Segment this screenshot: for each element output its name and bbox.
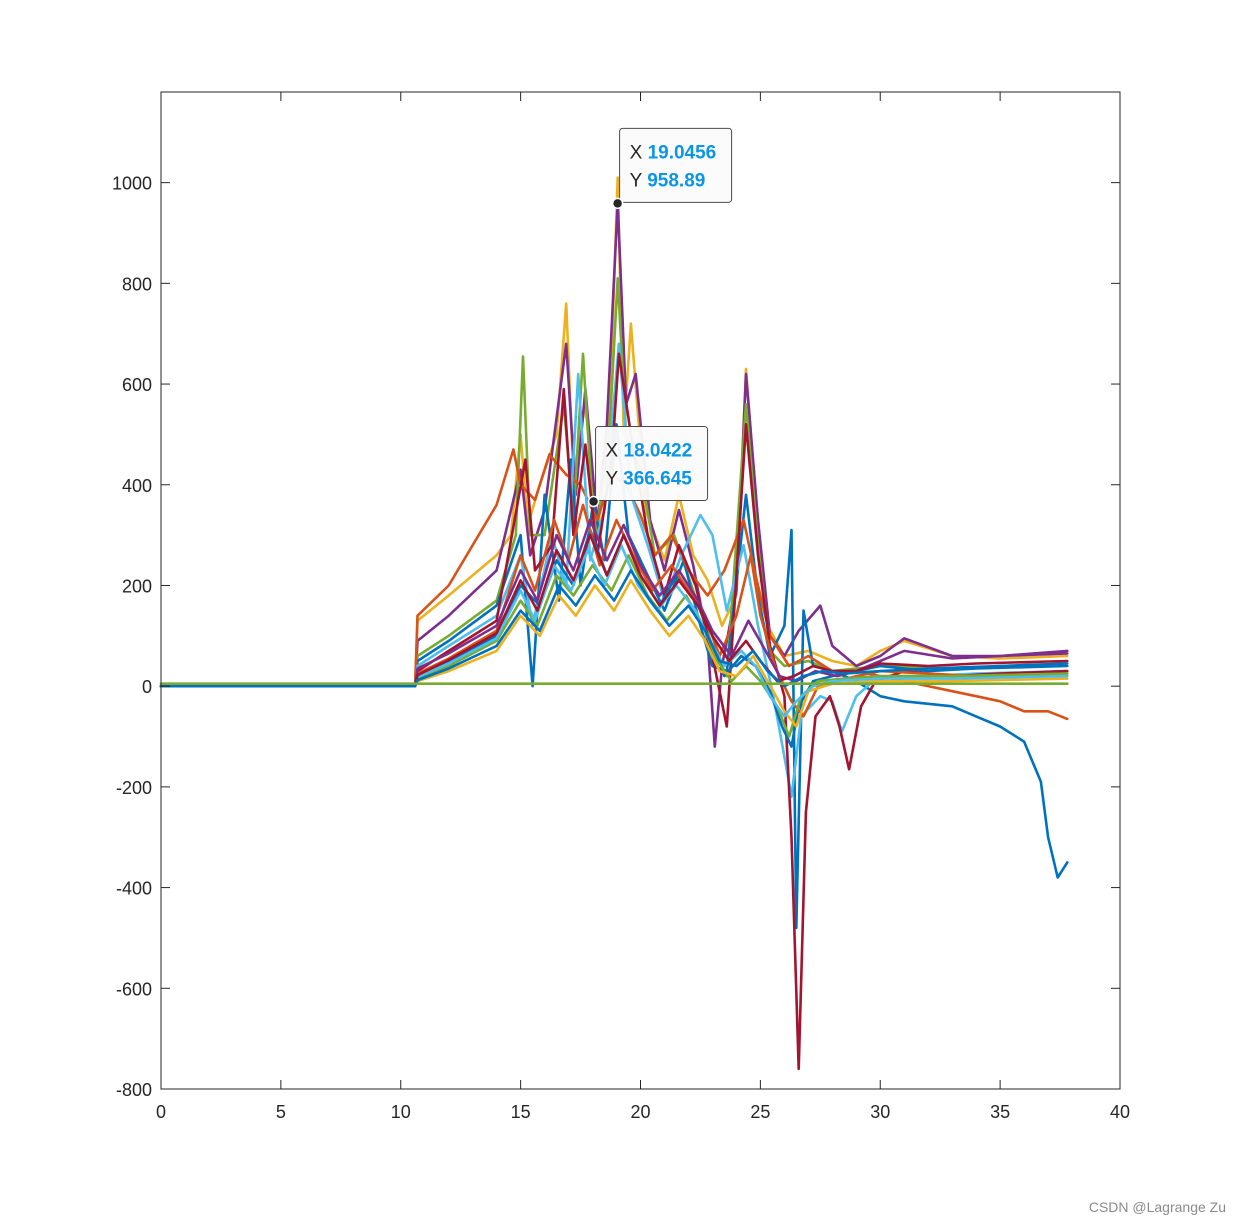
- x-tick-label: 15: [511, 1102, 531, 1122]
- datatip-box: [595, 426, 709, 502]
- datatip-y-row: Y 366.645: [606, 469, 693, 490]
- series-layer: [159, 176, 1069, 1071]
- y-tick-label: 600: [122, 375, 152, 395]
- datatip-x-key: X: [630, 142, 648, 163]
- series-line-15: [159, 569, 1069, 688]
- y-tick-label: 1000: [112, 174, 152, 194]
- datatip-box: [619, 127, 733, 203]
- y-tick-label: 200: [122, 576, 152, 596]
- series-line-6: [159, 342, 1069, 799]
- y-tick-label: 0: [142, 677, 152, 697]
- datatip-y-key: Y: [630, 170, 648, 191]
- datatip-y-row: Y 958.89: [630, 170, 706, 191]
- y-tick-label: -600: [116, 979, 152, 999]
- series-line-14: [159, 533, 1069, 688]
- datatip-marker[interactable]: [611, 197, 624, 210]
- y-tick-label: 400: [122, 476, 152, 496]
- x-tick-label: 30: [870, 1102, 890, 1122]
- x-tick-label: 35: [990, 1102, 1010, 1122]
- x-tick-label: 5: [276, 1102, 286, 1122]
- y-tick-label: -200: [116, 778, 152, 798]
- y-tick-label: -800: [116, 1080, 152, 1100]
- datatip-x-value: 19.0456: [648, 142, 717, 163]
- datatip-y-value: 958.89: [647, 170, 705, 191]
- y-tick-label: 800: [122, 274, 152, 294]
- datatip-x-row: X 19.0456: [630, 142, 717, 163]
- datatip-x-row: X 18.0422: [606, 441, 693, 462]
- x-tick-label: 40: [1110, 1102, 1130, 1122]
- datatip-x-value: 18.0422: [624, 441, 693, 462]
- datatip-y-key: Y: [606, 469, 624, 490]
- watermark: CSDN @Lagrange Zu: [1088, 1199, 1226, 1215]
- series-line-4: [159, 423, 1069, 930]
- datatip-x-key: X: [606, 441, 624, 462]
- x-tick-label: 25: [750, 1102, 770, 1122]
- x-tick-label: 10: [391, 1102, 411, 1122]
- datatip-marker[interactable]: [587, 495, 600, 508]
- datatip-y-value: 366.645: [623, 469, 692, 490]
- x-tick-label: 20: [630, 1102, 650, 1122]
- series-line-11: [159, 579, 1069, 728]
- y-tick-label: -400: [116, 879, 152, 899]
- axes: 0 5 10 15 20 25 30 35 40 -800 -600 -400 -200 0 200 400 6…: [112, 91, 1130, 1122]
- x-tick-label: 0: [156, 1102, 166, 1122]
- series-line-2: [159, 202, 1069, 748]
